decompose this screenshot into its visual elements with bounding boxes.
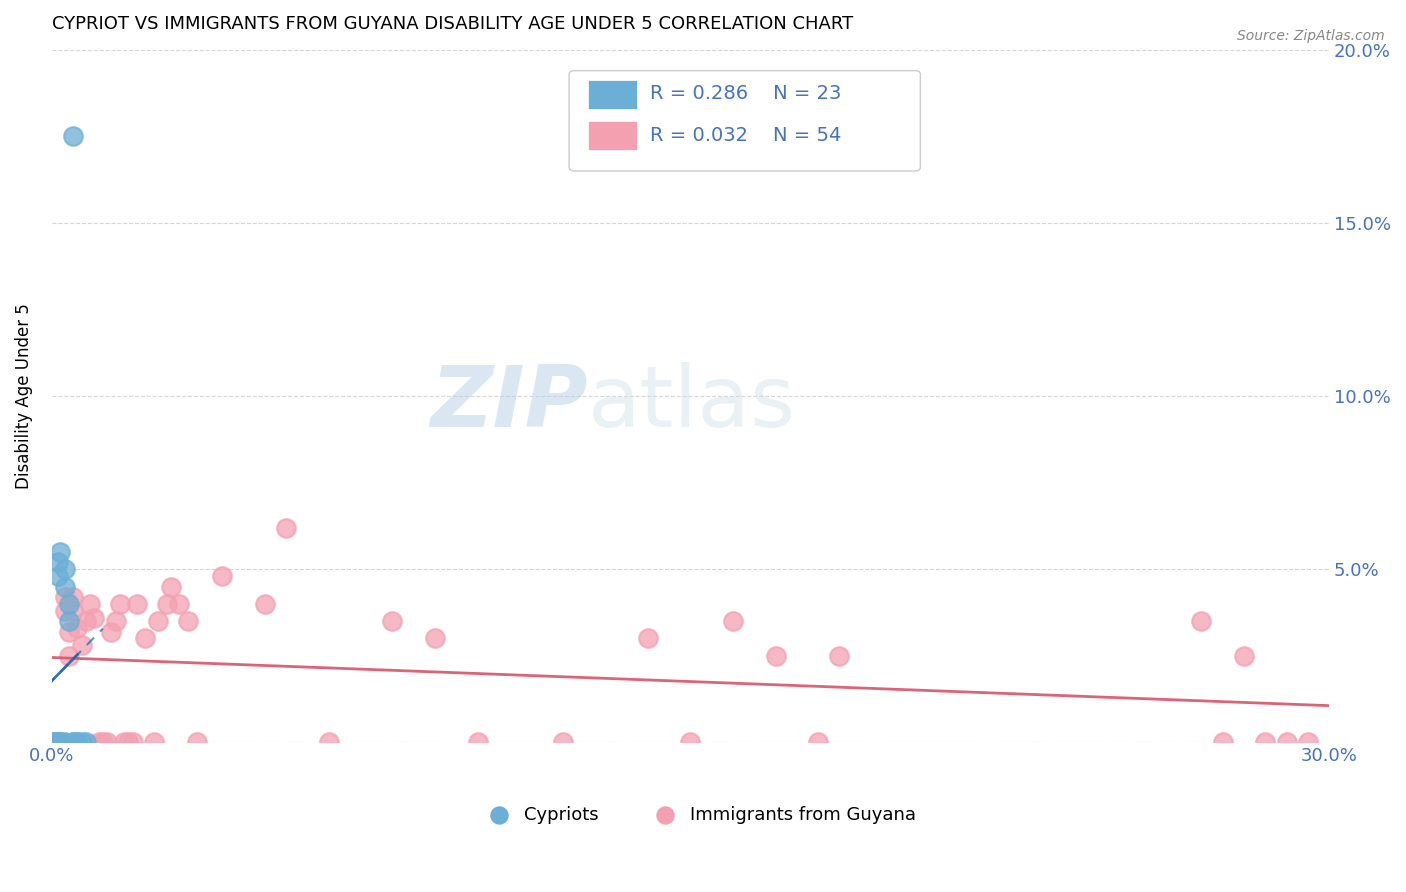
Point [160,580,183,594]
Point [70,735,93,749]
Text: Immigrants from Guyana: Immigrants from Guyana [690,806,917,824]
Point [66,735,89,749]
Point [49,735,72,749]
Point [42,735,65,749]
Text: Source: ZipAtlas.com: Source: ZipAtlas.com [1237,29,1385,43]
Point [91,735,114,749]
Point [104,614,127,628]
Point [53,590,76,604]
Point [121,735,143,749]
Point [381,614,404,628]
Point [49,735,72,749]
Point [125,597,148,611]
Point [53,735,76,749]
Point [87,735,110,749]
Point [46,555,69,569]
Point [66,735,89,749]
FancyBboxPatch shape [569,70,921,171]
Point [62,129,84,144]
Point [637,632,659,646]
Point [1296,735,1319,749]
Point [467,735,489,749]
Point [679,735,702,749]
Point [112,735,135,749]
Point [108,597,131,611]
Point [45,735,67,749]
Point [177,614,200,628]
Point [70,639,93,653]
Text: R = 0.032    N = 54: R = 0.032 N = 54 [650,126,841,145]
Point [45,735,67,749]
Point [83,610,105,624]
Point [75,614,97,628]
Point [58,597,80,611]
Point [253,597,276,611]
Point [75,735,97,749]
Point [186,735,208,749]
Point [1275,735,1298,749]
Point [49,735,72,749]
Point [58,648,80,663]
Text: R = 0.286    N = 23: R = 0.286 N = 23 [650,84,841,103]
Text: CYPRIOT VS IMMIGRANTS FROM GUYANA DISABILITY AGE UNDER 5 CORRELATION CHART: CYPRIOT VS IMMIGRANTS FROM GUYANA DISABI… [52,15,853,33]
Point [58,614,80,628]
Point [53,580,76,594]
Point [274,521,297,535]
Bar [588,121,637,150]
Point [765,648,787,663]
Point [62,735,84,749]
Point [96,735,118,749]
Point [551,735,574,749]
Point [62,604,84,618]
Point [423,632,446,646]
Point [42,735,65,749]
Point [134,632,156,646]
Point [100,624,122,639]
Point [42,735,65,749]
Point [79,597,101,611]
Text: atlas: atlas [588,361,796,444]
Point [53,562,76,576]
Point [62,735,84,749]
Point [1212,735,1234,749]
Point [318,735,340,749]
Point [142,735,165,749]
Point [211,569,233,583]
Y-axis label: Disability Age Under 5: Disability Age Under 5 [15,303,32,489]
Point [828,648,851,663]
Point [62,590,84,604]
Point [169,597,191,611]
Bar [588,79,637,109]
Point [45,735,67,749]
Point [66,621,89,635]
Point [117,735,139,749]
Text: Cypriots: Cypriots [524,806,599,824]
Point [807,735,830,749]
Text: ZIP: ZIP [430,361,588,444]
Point [1189,614,1212,628]
Point [44,735,66,749]
Point [156,597,179,611]
Point [1233,648,1256,663]
Point [45,735,67,749]
Point [46,569,69,583]
Point [49,735,72,749]
Point [58,624,80,639]
Point [45,735,67,749]
Point [721,614,744,628]
Point [148,614,170,628]
Point [49,545,72,559]
Point [53,604,76,618]
Point [1254,735,1277,749]
